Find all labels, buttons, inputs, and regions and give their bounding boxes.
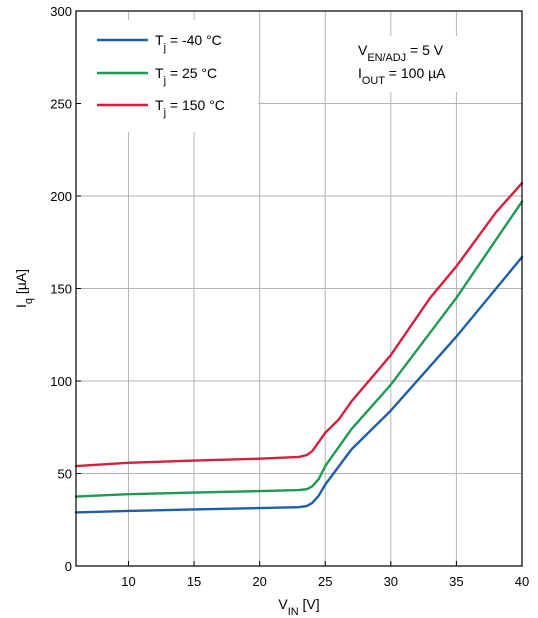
x-axis-ticks: 10 15 20 25 30 35 40 <box>121 561 529 589</box>
legend-background <box>80 20 476 132</box>
y-tick-label-200: 200 <box>50 189 72 204</box>
x-tick-label-35: 35 <box>449 574 463 589</box>
x-tick-label-40: 40 <box>515 574 529 589</box>
annotation-line-2: IOUT = 100 µA <box>358 65 446 87</box>
y-tick-label-250: 250 <box>50 97 72 112</box>
legend-entry-1: Tj = 25 °C <box>97 65 217 87</box>
x-tick-label-15: 15 <box>187 574 201 589</box>
x-axis-title: VIN [V] <box>278 596 319 618</box>
x-tick-label-30: 30 <box>384 574 398 589</box>
legend-entry-0: Tj = -40 °C <box>97 32 222 54</box>
legend-box <box>80 20 258 132</box>
x-tick-label-20: 20 <box>252 574 266 589</box>
x-tick-label-25: 25 <box>318 574 332 589</box>
y-tick-label-300: 300 <box>50 4 72 19</box>
y-tick-label-150: 150 <box>50 282 72 297</box>
y-tick-label-0: 0 <box>65 559 72 574</box>
legend: Tj = -40 °C Tj = 25 °C Tj = 150 °C <box>97 32 225 119</box>
legend-entry-2: Tj = 150 °C <box>97 97 225 119</box>
y-axis-title: Iq [µA] <box>13 269 35 308</box>
series-line-0 <box>74 255 524 514</box>
x-tick-label-10: 10 <box>121 574 135 589</box>
legend-label-0: Tj = -40 °C <box>155 32 222 54</box>
y-tick-label-50: 50 <box>58 467 72 482</box>
legend-label-1: Tj = 25 °C <box>155 65 217 87</box>
y-tick-label-100: 100 <box>50 374 72 389</box>
legend-label-2: Tj = 150 °C <box>155 97 225 119</box>
y-axis-ticks: 0 50 100 150 200 250 300 <box>50 4 81 574</box>
series-line-1 <box>74 200 524 498</box>
annotation-box <box>346 36 476 92</box>
series-line-2 <box>74 181 524 468</box>
series-layer <box>74 181 524 514</box>
annotation-line-1: VEN/ADJ = 5 V <box>358 42 444 64</box>
